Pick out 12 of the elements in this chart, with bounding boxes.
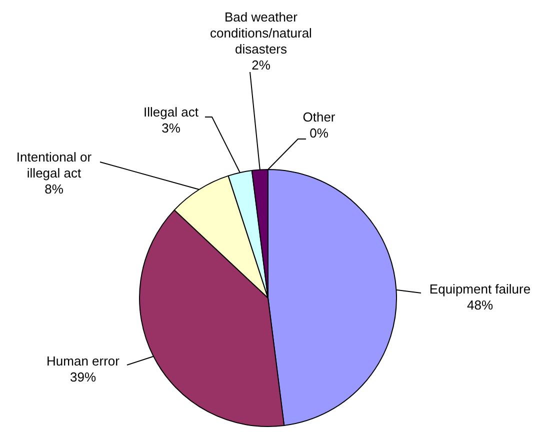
slice-label: Human error — [46, 354, 120, 369]
slice-label: Equipment failure — [429, 282, 531, 297]
text: 0% — [310, 126, 328, 141]
data-label: 39% — [70, 370, 96, 385]
data-label: 2% — [252, 58, 271, 73]
data-label: 3% — [162, 120, 181, 136]
slice-label: Bad weather conditions/natural disasters — [210, 10, 312, 57]
data-label: 48% — [466, 298, 494, 313]
slice-label: Intentional or illegal act — [16, 150, 92, 181]
slice-label: Illegal act — [144, 104, 199, 120]
data-label: 8% — [44, 182, 64, 197]
category-label: Other — [302, 110, 336, 125]
